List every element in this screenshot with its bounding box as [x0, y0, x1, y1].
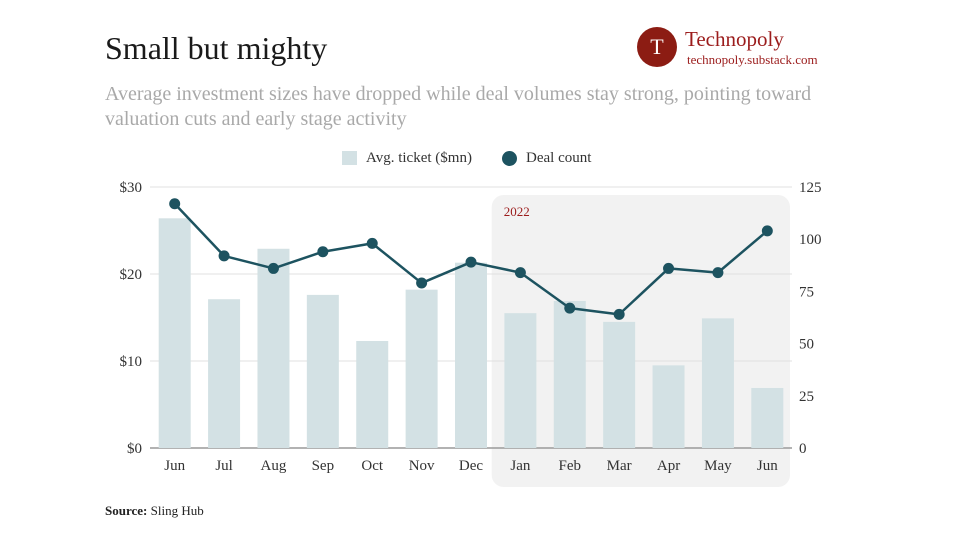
chart-title: Small but mighty: [105, 30, 328, 66]
source-note: Source: Sling Hub: [105, 503, 204, 519]
bar: [158, 218, 191, 448]
deal-count-point: [169, 198, 181, 210]
left-axis-tick-label: $10: [120, 354, 143, 370]
x-axis-tick-label: Oct: [361, 458, 383, 474]
brand-name: Technopoly: [685, 27, 784, 51]
deal-count-point: [317, 246, 329, 258]
legend-swatch-bar: [342, 151, 357, 165]
deal-count-point: [366, 237, 378, 249]
bar: [603, 321, 636, 448]
right-axis-tick-label: 50: [799, 337, 814, 353]
bar: [455, 262, 487, 448]
right-axis-tick-label: 25: [799, 389, 814, 405]
bar: [652, 365, 685, 448]
axis-layer: $0 $10 $20 $30 0 25 50 75 100 125 Jun Jul Aug Sep Oct N…: [120, 180, 822, 474]
x-axis-tick-label: Aug: [261, 458, 287, 474]
chart-subtitle: Average investment sizes have dropped wh…: [105, 83, 812, 130]
deal-count-point: [712, 267, 724, 279]
deal-count-point: [218, 250, 230, 262]
x-axis-tick-label: Feb: [559, 458, 582, 474]
line-layer: [169, 198, 773, 320]
bar: [701, 318, 734, 448]
bar: [751, 387, 784, 448]
deal-count-point: [761, 225, 773, 237]
x-axis-tick-label: Jan: [510, 458, 530, 474]
highlight-label: 2022: [504, 204, 530, 219]
x-axis-tick-label: Apr: [657, 458, 680, 474]
left-axis-tick-label: $20: [120, 267, 143, 283]
brand: T Technopoly technopoly.substack.com: [637, 27, 867, 71]
x-axis-tick-label: Nov: [409, 458, 435, 474]
left-axis-tick-label: $30: [120, 180, 143, 196]
legend-label-deal-count: Deal count: [526, 150, 592, 166]
x-axis-tick-label: Dec: [459, 458, 483, 474]
highlight-2022-panel: [491, 195, 790, 487]
bar: [405, 289, 438, 448]
bar: [257, 248, 290, 448]
x-axis-tick-label: Sep: [312, 458, 335, 474]
deal-count-point: [514, 267, 526, 279]
bar: [306, 294, 339, 448]
x-axis-tick-label: Jun: [164, 458, 185, 474]
bar-layer: [158, 218, 784, 448]
bar: [208, 299, 241, 448]
legend-label-avg-ticket: Avg. ticket ($mn): [366, 150, 472, 166]
deal-count-point: [267, 262, 279, 274]
right-axis-tick-label: 100: [799, 232, 822, 248]
source-text: Sling Hub: [150, 503, 204, 518]
deal-count-point: [416, 277, 428, 289]
deal-count-point: [564, 302, 576, 314]
highlight-layer: 2022: [491, 195, 790, 487]
bar: [553, 300, 586, 448]
deal-count-point: [465, 256, 477, 268]
x-axis-tick-label: Jul: [215, 458, 233, 474]
legend-swatch-dot: [502, 151, 517, 166]
deal-count-point: [663, 262, 675, 274]
x-axis-tick-label: May: [704, 458, 732, 474]
source-label: Source:: [105, 503, 148, 518]
bar: [504, 313, 537, 448]
x-axis-tick-label: Mar: [607, 458, 632, 474]
deal-count-point: [613, 308, 625, 320]
technopoly-logo-icon: T: [637, 27, 677, 67]
right-axis-tick-label: 0: [799, 441, 807, 457]
bar: [356, 340, 389, 448]
right-axis-tick-label: 75: [799, 284, 814, 300]
brand-url[interactable]: technopoly.substack.com: [687, 52, 818, 67]
right-axis-tick-label: 125: [799, 180, 822, 196]
x-axis-tick-label: Jun: [757, 458, 778, 474]
left-axis-tick-label: $0: [127, 441, 142, 457]
